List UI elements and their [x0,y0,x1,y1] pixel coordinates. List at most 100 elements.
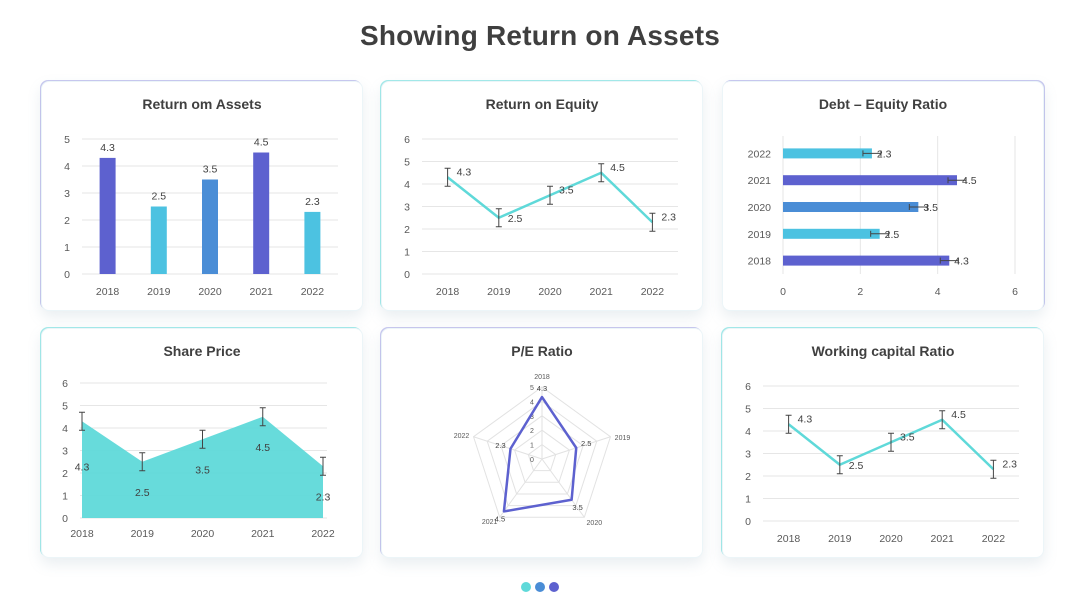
radar-gridline [472,386,612,518]
data-label: 2.3 [495,441,505,450]
data-label: 4.5 [951,409,966,421]
radial-tick-label: 4 [530,399,534,406]
x-tick-label: 2018 [96,286,120,298]
data-label: 2.5 [581,439,591,448]
data-label: 2.5 [151,191,166,203]
data-label: 3.5 [195,464,210,476]
x-tick-label: 2021 [590,286,614,298]
y-tick-label: 2018 [748,256,772,268]
y-tick-label: 5 [745,404,751,416]
radial-tick-label: 0 [530,457,534,464]
x-tick-label: 2018 [70,528,94,540]
data-label: 2.5 [135,487,150,499]
data-label: 2.3 [877,148,892,160]
card-share-price: Share Price 0 1 2 3 4 5 6 4.3 2.5 3.5 4.5 2.3 2018 20… [41,328,363,558]
axis-label: 2019 [615,435,631,442]
radar-gridline [500,415,584,495]
x-tick-label: 2022 [301,286,325,298]
data-label: 4.5 [495,514,505,523]
chart-title: Share Price [163,343,241,359]
bar [99,157,116,274]
area-series [82,416,323,518]
radar-spoke [541,458,585,518]
share-price-area-chart: 0 1 2 3 4 5 6 4.3 2.5 3.5 4.5 2.3 2018 2019 2020 2021 20… [62,378,335,540]
y-tick-label: 5 [62,401,68,413]
return-on-assets-bar-chart: 0 1 2 3 4 5 4.3 2.5 3.5 4.5 2.3 2018 2019 2020 2021 202… [64,134,338,298]
y-tick-label: 4 [64,161,70,173]
data-label: 2.3 [316,491,331,503]
chart-title: Return on Equity [485,96,599,112]
data-label: 3.5 [572,503,582,512]
pagination-dot[interactable] [549,582,559,592]
data-label: 4.3 [798,413,813,425]
pagination-dot[interactable] [535,582,545,592]
y-tick-label: 4 [745,426,751,438]
page-title: Showing Return on Assets [359,20,720,51]
data-label: 3.5 [900,431,915,443]
bar [783,202,919,212]
data-label: 3.5 [203,164,218,176]
data-label: 4.3 [457,166,472,178]
radar-gridline [514,429,570,483]
card-working-capital-ratio: Working capital Ratio 0 1 2 3 4 5 6 4.3 2.5 3.5 4.… [722,328,1044,558]
bar [783,228,880,239]
x-tick-label: 2 [857,286,863,298]
card-pe-ratio: P/E Ratio 0 1 2 3 4 5 2018 2019 2020 2021 2022 4.3 2… [381,328,703,558]
x-tick-label: 2021 [250,286,274,298]
data-label: 2.5 [849,460,864,472]
y-tick-label: 0 [404,269,410,281]
y-tick-label: 2021 [748,175,772,187]
data-label: 2.3 [305,196,320,208]
y-tick-label: 2019 [748,229,772,241]
radar-gridline [527,443,557,472]
data-label: 2.3 [661,211,676,223]
axis-label: 2018 [534,374,550,381]
x-tick-label: 2021 [251,528,275,540]
y-tick-label: 3 [64,188,70,200]
x-tick-label: 2021 [931,533,955,545]
axis-label: 2022 [454,433,470,440]
card-debt-equity-ratio: Debt – Equity Ratio 0 2 4 6 2022 2.3 2021 4.5 20… [722,81,1044,311]
data-label: 4.5 [254,137,269,149]
pagination-dot[interactable] [521,582,531,592]
x-tick-label: 2018 [436,286,460,298]
y-tick-label: 1 [62,491,68,503]
x-tick-label: 2022 [982,533,1006,545]
y-tick-label: 2 [64,215,70,227]
y-tick-label: 1 [745,494,751,506]
bar [783,148,872,159]
x-tick-label: 2019 [828,533,852,545]
axis-label: 2020 [587,520,603,527]
y-tick-label: 0 [64,269,70,281]
y-tick-label: 1 [64,242,70,254]
bar [150,206,167,274]
radar-series [502,395,578,513]
radial-tick-label: 3 [530,414,534,421]
data-label: 4.5 [610,162,625,174]
data-label: 4.5 [255,442,270,454]
debt-equity-bar-chart: 0 2 4 6 2022 2.3 2021 4.5 2020 3.5 2019 2.5 2018 4.3 [748,136,1018,298]
bar [783,175,957,186]
bar [202,179,218,274]
bar [253,152,270,274]
data-label: 4.3 [100,142,115,154]
chart-title: Return om Assets [142,96,262,112]
bar [783,255,950,266]
x-tick-label: 2019 [147,286,171,298]
chart-title: P/E Ratio [511,343,573,359]
y-tick-label: 2 [404,224,410,236]
data-label: 4.3 [954,256,969,268]
y-tick-label: 4 [404,179,410,191]
x-tick-label: 2020 [191,528,215,540]
y-tick-label: 3 [404,202,410,214]
x-tick-label: 6 [1012,286,1018,298]
y-tick-label: 2020 [748,202,772,214]
x-tick-label: 2019 [487,286,511,298]
y-tick-label: 0 [745,516,751,528]
y-tick-label: 5 [64,134,70,146]
y-tick-label: 2 [62,468,68,480]
data-label: 4.5 [962,175,977,187]
data-label: 3.5 [923,202,938,214]
pagination-dots [518,582,562,594]
